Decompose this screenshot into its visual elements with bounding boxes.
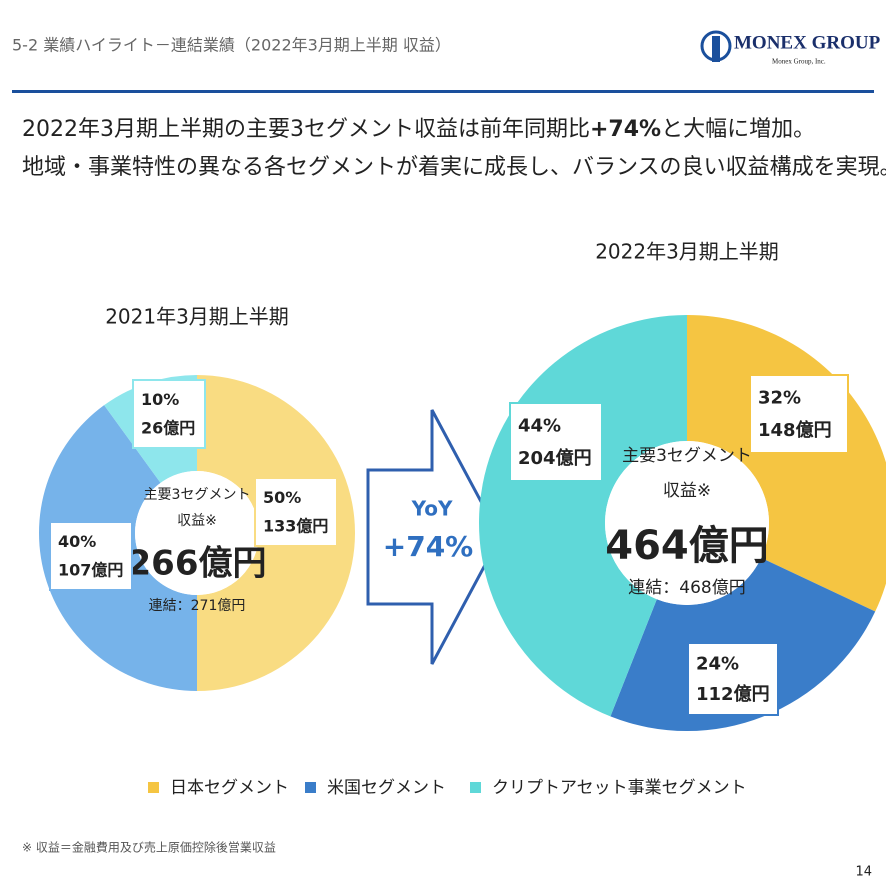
chart-title: 2022年3月期上半期 [595, 240, 779, 264]
legend-label: 米国セグメント [327, 778, 446, 798]
amount-label: 107億円 [58, 560, 123, 579]
center-label: 主要3セグメント [144, 487, 251, 503]
yoy-label: YoY [411, 497, 453, 521]
header-rule [12, 90, 874, 93]
headline-a: 2022年3月期上半期の主要3セグメント収益は前年同期比 [22, 117, 590, 142]
chart-title: 2021年3月期上半期 [105, 305, 289, 329]
label-box [132, 379, 206, 449]
yoy-value: +74% [383, 530, 473, 563]
legend-label: 日本セグメント [170, 778, 289, 798]
footnote: ※ 収益＝金融費用及び売上原価控除後営業収益 [22, 840, 276, 855]
logo-text: MONEX GROUP [734, 32, 881, 53]
legend-swatch [470, 782, 481, 793]
value-label: 44% [518, 415, 561, 436]
center-label: 収益※ [663, 481, 711, 501]
headline-line2: 地域・事業特性の異なる各セグメントが着実に成長し、バランスの良い収益構成を実現。 [22, 155, 886, 180]
center-total: 266億円 [128, 544, 267, 584]
label-box [749, 374, 849, 454]
value-label: 50% [263, 488, 301, 507]
headline-b: +74% [590, 117, 661, 142]
label-box [509, 402, 603, 482]
amount-label: 26億円 [141, 418, 195, 437]
legend-swatch [305, 782, 316, 793]
label-box [254, 477, 338, 547]
donut-hole [605, 441, 769, 605]
headline-line1: 2022年3月期上半期の主要3セグメント収益は前年同期比+74%と大幅に増加。 [22, 117, 815, 142]
amount-label: 112億円 [696, 683, 770, 705]
amount-label: 133億円 [263, 516, 328, 535]
amount-label: 148億円 [758, 419, 832, 441]
yoy-arrow: YoY +74% [366, 409, 502, 665]
legend-label: クリプトアセット事業セグメント [492, 778, 747, 798]
amount-label: 204億円 [518, 447, 592, 469]
center-label: 主要3セグメント [622, 446, 752, 466]
center-consolidated: 連結：468億円 [628, 578, 745, 598]
label-box [49, 521, 133, 591]
label-box [687, 642, 779, 716]
legend-swatch [148, 782, 159, 793]
page-number: 14 [855, 865, 872, 880]
logo-sub: Monex Group, Inc. [772, 58, 826, 66]
center-label: 収益※ [177, 513, 217, 529]
value-label: 32% [758, 387, 801, 408]
donut-hole [135, 471, 259, 595]
center-consolidated: 連結：271億円 [149, 598, 246, 614]
logo: MONEX GROUP Monex Group, Inc. [700, 30, 881, 66]
value-label: 40% [58, 532, 96, 551]
header-title: 5-2 業績ハイライト－連結業績（2022年3月期上半期 収益） [12, 36, 451, 55]
center-total: 464億円 [605, 523, 769, 569]
value-label: 10% [141, 390, 179, 409]
value-label: 24% [696, 654, 739, 675]
headline-c: と大幅に増加。 [661, 117, 815, 142]
